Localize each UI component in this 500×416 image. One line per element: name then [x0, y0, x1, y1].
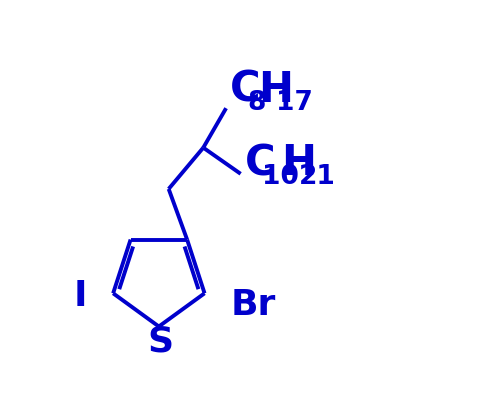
- Text: 21: 21: [299, 164, 336, 190]
- Text: 17: 17: [276, 90, 313, 116]
- Text: H: H: [281, 142, 316, 184]
- Text: I: I: [74, 279, 87, 313]
- Text: H: H: [258, 69, 293, 111]
- Text: 10: 10: [262, 164, 299, 190]
- Text: 8: 8: [248, 90, 266, 116]
- Text: C: C: [230, 69, 261, 111]
- Text: Br: Br: [231, 287, 276, 322]
- Text: S: S: [148, 324, 174, 359]
- Text: C: C: [245, 142, 276, 184]
